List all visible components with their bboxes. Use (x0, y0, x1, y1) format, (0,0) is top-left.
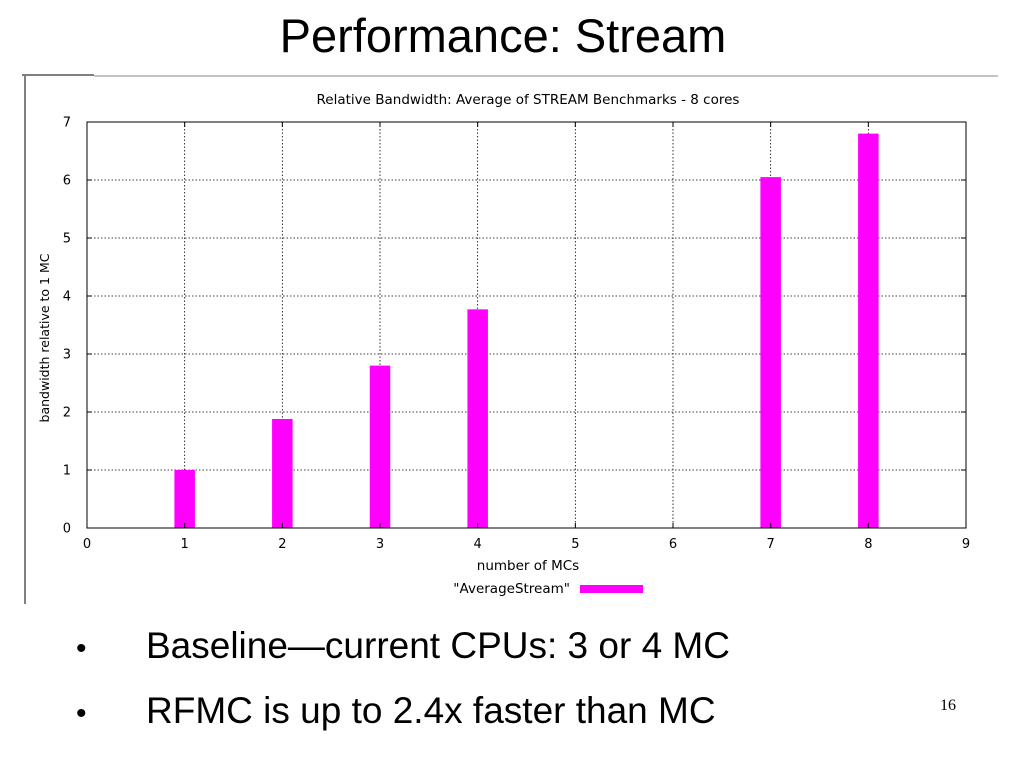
y-tick-label: 3 (63, 348, 71, 363)
chart-title: Relative Bandwidth: Average of STREAM Be… (317, 92, 740, 108)
bullet-glyph: • (76, 697, 87, 730)
bullet-list: • Baseline—current CPUs: 3 or 4 MC • RFM… (70, 624, 730, 754)
y-tick-label: 4 (63, 290, 71, 305)
y-axis-label: bandwidth relative to 1 MC (37, 253, 52, 422)
plot-frame (86, 121, 967, 529)
chart-container: Relative Bandwidth: Average of STREAM Be… (22, 74, 1002, 609)
bar (369, 365, 391, 528)
x-tick-label: 6 (669, 537, 677, 552)
y-tick-label: 5 (63, 232, 71, 247)
grid (87, 122, 966, 528)
x-tick-label: 1 (181, 537, 189, 552)
x-tick-label: 5 (571, 537, 579, 552)
x-tick-label: 3 (376, 537, 384, 552)
bars (174, 133, 879, 528)
bar (174, 470, 195, 528)
y-tick-label: 7 (63, 116, 71, 131)
y-tick-label: 0 (63, 522, 71, 537)
x-tick-label: 2 (278, 537, 286, 552)
legend-label: "AverageStream" (453, 581, 570, 597)
bar (858, 133, 879, 528)
y-tick-label: 1 (63, 464, 71, 479)
x-tick-label: 9 (962, 537, 970, 552)
y-tick-label: 2 (63, 406, 71, 421)
x-tick-label: 7 (767, 537, 775, 552)
bullet-item: • RFMC is up to 2.4x faster than MC (70, 689, 730, 736)
bar (467, 309, 488, 528)
ticks: 0 1 2 3 4 5 6 7 0 1 2 3 4 5 6 7 8 9 (63, 116, 970, 553)
bar-chart: Relative Bandwidth: Average of STREAM Be… (22, 74, 998, 604)
bar (760, 177, 781, 528)
bullet-item: • Baseline—current CPUs: 3 or 4 MC (70, 624, 730, 671)
x-axis-label: number of MCs (477, 558, 579, 574)
legend-swatch (580, 585, 643, 593)
page-number: 16 (940, 697, 956, 714)
bullet-text: RFMC is up to 2.4x faster than MC (146, 690, 716, 731)
x-tick-label: 0 (83, 537, 91, 552)
bullet-text: Baseline—current CPUs: 3 or 4 MC (146, 625, 730, 666)
slide-title: Performance: Stream (279, 9, 727, 62)
legend: "AverageStream" (453, 581, 643, 597)
bullet-glyph: • (76, 632, 87, 665)
y-tick-label: 6 (63, 174, 71, 189)
x-tick-label: 4 (474, 537, 482, 552)
x-tick-label: 8 (864, 537, 872, 552)
bar (272, 418, 293, 528)
